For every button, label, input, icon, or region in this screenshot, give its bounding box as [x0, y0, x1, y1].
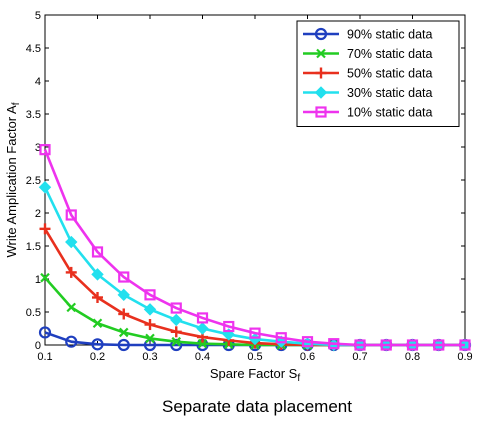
data-point [197, 338, 208, 349]
data-point [170, 326, 182, 338]
series-group [38, 144, 472, 352]
x-axis-label-subscript: f [297, 373, 300, 384]
x-tick-label: 0.2 [90, 351, 105, 363]
legend-swatch-marker [315, 106, 327, 118]
data-point [91, 246, 104, 258]
data-point [328, 338, 340, 350]
data-point [380, 339, 392, 351]
y-tick-label: 0.5 [26, 307, 41, 319]
legend-swatch-marker [315, 67, 327, 79]
data-point [39, 144, 51, 156]
legend-entry: 90% static data [303, 28, 433, 42]
y-tick-label: 1 [35, 274, 41, 286]
legend-label: 10% static data [347, 106, 433, 120]
data-point [65, 266, 77, 278]
series-4 [38, 181, 472, 352]
data-point [171, 336, 182, 347]
data-point [65, 209, 77, 221]
x-tick-label: 0.6 [300, 351, 315, 363]
legend-swatch-marker [314, 86, 328, 99]
x-tick-label: 0.5 [247, 351, 262, 363]
data-point [170, 302, 182, 314]
data-point [301, 336, 314, 348]
y-axis-label-subscript: f [11, 102, 22, 105]
data-point [223, 320, 235, 333]
data-point [38, 326, 52, 339]
x-tick-label: 0.4 [195, 351, 210, 363]
legend-label: 50% static data [347, 67, 433, 81]
legend-label: 30% static data [347, 86, 433, 100]
y-axis-label-main: Write Amplication Factor A [4, 105, 19, 258]
data-point [143, 303, 157, 316]
x-tick-label: 0.1 [37, 351, 52, 363]
legend-entry: 30% static data [303, 86, 433, 100]
y-tick-label: 2.5 [26, 175, 41, 187]
data-point [459, 339, 471, 351]
series-3 [39, 223, 471, 351]
data-point [91, 338, 104, 351]
data-point [170, 313, 183, 327]
data-point [40, 272, 50, 283]
legend-swatch-marker [314, 27, 328, 41]
data-point [38, 181, 52, 194]
data-point [406, 339, 419, 351]
series-line [43, 149, 465, 347]
data-point [144, 289, 156, 301]
data-point [92, 291, 103, 303]
data-point [39, 223, 51, 235]
y-tick-label: 4.5 [26, 43, 41, 55]
x-tick-label: 0.8 [405, 351, 420, 363]
x-tick-label: 0.7 [352, 351, 367, 363]
data-point [275, 332, 287, 344]
legend: 90% static data 70% static data 50% static… [296, 20, 460, 127]
x-tick-label: 0.3 [142, 351, 157, 363]
legend-swatch-marker [316, 48, 326, 59]
data-point [196, 312, 209, 324]
data-point [354, 339, 366, 351]
y-tick-label: 3 [35, 142, 41, 154]
x-axis-label-main: Spare Factor S [210, 366, 298, 381]
data-point [117, 288, 130, 302]
data-point [118, 327, 129, 338]
figure-caption: Separate data placement [162, 397, 352, 416]
x-tick-label: 0.9 [457, 351, 472, 363]
series-5 [39, 144, 471, 351]
data-point [143, 338, 157, 352]
y-tick-label: 1.5 [26, 241, 41, 253]
y-tick-label: 4 [35, 76, 41, 88]
legend-entry: 50% static data [303, 67, 433, 81]
data-point [145, 333, 155, 344]
y-tick-label: 2 [35, 208, 41, 220]
data-point [118, 308, 130, 320]
y-tick-label: 0 [35, 340, 41, 352]
tick-group: 0.1 0.2 0.3 0.4 0.5 0.6 0.7 0.8 0.9 0 0.5 1 1.5 2 2.5 3… [26, 10, 473, 363]
data-point [249, 327, 261, 339]
data-point [196, 322, 209, 335]
data-point [144, 319, 156, 331]
data-point [66, 302, 77, 313]
x-axis-label: Spare Factor Sf [210, 366, 300, 384]
legend-entry: 70% static data [303, 47, 433, 61]
data-point [92, 318, 103, 328]
y-axis-label: Write Amplication Factor Af [4, 102, 22, 257]
data-point [91, 268, 104, 281]
legend-label: 70% static data [347, 47, 433, 61]
y-tick-label: 5 [35, 10, 41, 22]
data-point [118, 271, 130, 283]
data-point [117, 338, 130, 352]
data-point [433, 339, 445, 351]
series-line [43, 186, 465, 347]
y-tick-label: 3.5 [26, 109, 41, 121]
data-point [170, 338, 183, 352]
data-point [65, 235, 78, 249]
data-point [65, 335, 78, 348]
legend-label: 90% static data [347, 28, 433, 42]
legend-entry: 10% static data [303, 106, 433, 120]
